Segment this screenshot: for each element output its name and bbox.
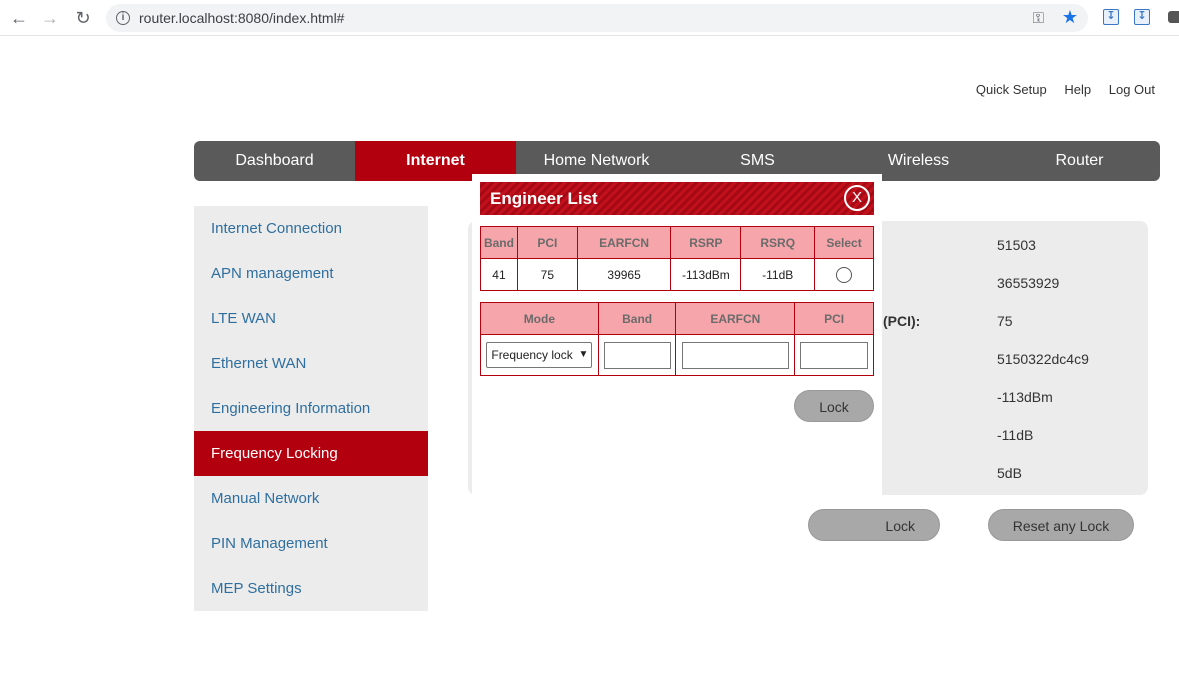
reset-lock-button[interactable]: Reset any Lock — [988, 509, 1134, 541]
logout-link[interactable]: Log Out — [1108, 82, 1155, 97]
extension-icon[interactable] — [1168, 11, 1179, 23]
engineer-list-dialog: Engineer List X Band PCI EARFCN RSRP RSR… — [472, 174, 882, 504]
address-bar[interactable]: i router.localhost:8080/index.html# ⚿ ★ — [106, 4, 1088, 32]
reload-icon[interactable]: ↻ — [75, 8, 91, 28]
table-cell — [597, 334, 677, 376]
column-header: PCI — [794, 302, 874, 335]
nav-home-network[interactable]: Home Network — [543, 152, 650, 169]
forward-arrow-icon[interactable]: → — [41, 8, 59, 28]
lock-settings-table: Mode Band EARFCN PCI Frequency lock ▼ — [480, 302, 874, 376]
table-cell: 75 — [516, 258, 578, 291]
browser-toolbar: ← → ↻ i router.localhost:8080/index.html… — [0, 0, 1179, 36]
table-cell: 41 — [480, 258, 518, 291]
pci-input[interactable] — [800, 341, 869, 369]
table-cell: Frequency lock ▼ — [480, 334, 599, 376]
top-links: Quick Setup Help Log Out — [962, 82, 1155, 97]
table-row: 41 75 39965 -113dBm -11dB — [480, 258, 874, 291]
close-icon[interactable]: X — [844, 185, 870, 211]
url-text[interactable]: router.localhost:8080/index.html# — [139, 10, 345, 26]
info-value: 75 — [997, 313, 1013, 329]
column-header: PCI — [516, 226, 578, 259]
sidebar-item-apn-management[interactable]: APN management — [211, 265, 334, 282]
sidebar-item-mep-settings[interactable]: MEP Settings — [211, 580, 302, 597]
info-value: 5dB — [997, 465, 1022, 481]
info-value: 36553929 — [997, 275, 1060, 291]
help-link[interactable]: Help — [1064, 82, 1092, 97]
modal-lock-button[interactable]: Lock — [794, 390, 874, 422]
dialog-title: Engineer List — [490, 189, 598, 208]
table-cell — [814, 258, 874, 291]
info-value: -113dBm — [997, 389, 1053, 405]
column-header: Select — [814, 226, 874, 259]
chevron-down-icon: ▼ — [578, 349, 589, 360]
select-radio[interactable] — [836, 266, 853, 283]
column-header: Band — [480, 226, 518, 259]
sidebar-item-internet-connection[interactable]: Internet Connection — [211, 220, 342, 237]
column-header: Mode — [480, 302, 599, 335]
sidebar-item-pin-management[interactable]: PIN Management — [211, 535, 328, 552]
earfcn-input[interactable] — [681, 341, 789, 369]
sidebar-item-manual-network[interactable]: Manual Network — [211, 490, 320, 507]
star-icon[interactable]: ★ — [1061, 7, 1078, 27]
table-cell: -11dB — [740, 258, 816, 291]
nav-wireless[interactable]: Wireless — [887, 152, 950, 169]
nav-sms[interactable]: SMS — [740, 152, 775, 169]
quick-setup-link[interactable]: Quick Setup — [975, 82, 1047, 97]
table-row: Frequency lock ▼ — [480, 334, 874, 376]
download-extension-icon[interactable]: ↧ — [1134, 9, 1150, 25]
mode-select-value: Frequency lock — [491, 348, 573, 362]
back-arrow-icon[interactable]: ← — [10, 8, 28, 28]
sidebar-item-ethernet-wan[interactable]: Ethernet WAN — [211, 355, 307, 372]
sidebar-item-engineering-information[interactable]: Engineering Information — [211, 400, 371, 417]
info-value: -11dB — [997, 427, 1034, 443]
table-cell: -113dBm — [670, 258, 742, 291]
dialog-header: Engineer List X — [480, 182, 874, 215]
column-header: EARFCN — [675, 302, 796, 335]
column-header: EARFCN — [576, 226, 672, 259]
column-header: Band — [597, 302, 677, 335]
main-nav: Dashboard Internet Home Network SMS Wire… — [194, 141, 1160, 181]
table-cell: 39965 — [576, 258, 672, 291]
download-extension-icon[interactable]: ↧ — [1103, 9, 1119, 25]
nav-internet[interactable]: Internet — [355, 141, 516, 181]
mode-select[interactable]: Frequency lock ▼ — [486, 342, 593, 368]
nav-router[interactable]: Router — [1055, 152, 1104, 169]
column-header: RSRP — [670, 226, 742, 259]
engineer-list-table: Band PCI EARFCN RSRP RSRQ Select 41 75 3… — [480, 226, 874, 291]
info-value: 51503 — [997, 237, 1036, 253]
column-header: RSRQ — [740, 226, 816, 259]
band-input[interactable] — [603, 341, 671, 369]
sidebar: Internet Connection APN management LTE W… — [194, 206, 428, 611]
info-value: 5150322dc4c9 — [997, 351, 1089, 367]
table-cell — [794, 334, 874, 376]
sidebar-item-lte-wan[interactable]: LTE WAN — [211, 310, 277, 327]
pci-label: (PCI): — [883, 313, 921, 329]
key-icon[interactable]: ⚿ — [1032, 10, 1044, 27]
sidebar-item-frequency-locking[interactable]: Frequency Locking — [194, 431, 428, 476]
lock-button[interactable]: Lock — [808, 509, 940, 541]
info-icon[interactable]: i — [116, 11, 130, 25]
nav-dashboard[interactable]: Dashboard — [235, 152, 314, 169]
table-cell — [675, 334, 796, 376]
